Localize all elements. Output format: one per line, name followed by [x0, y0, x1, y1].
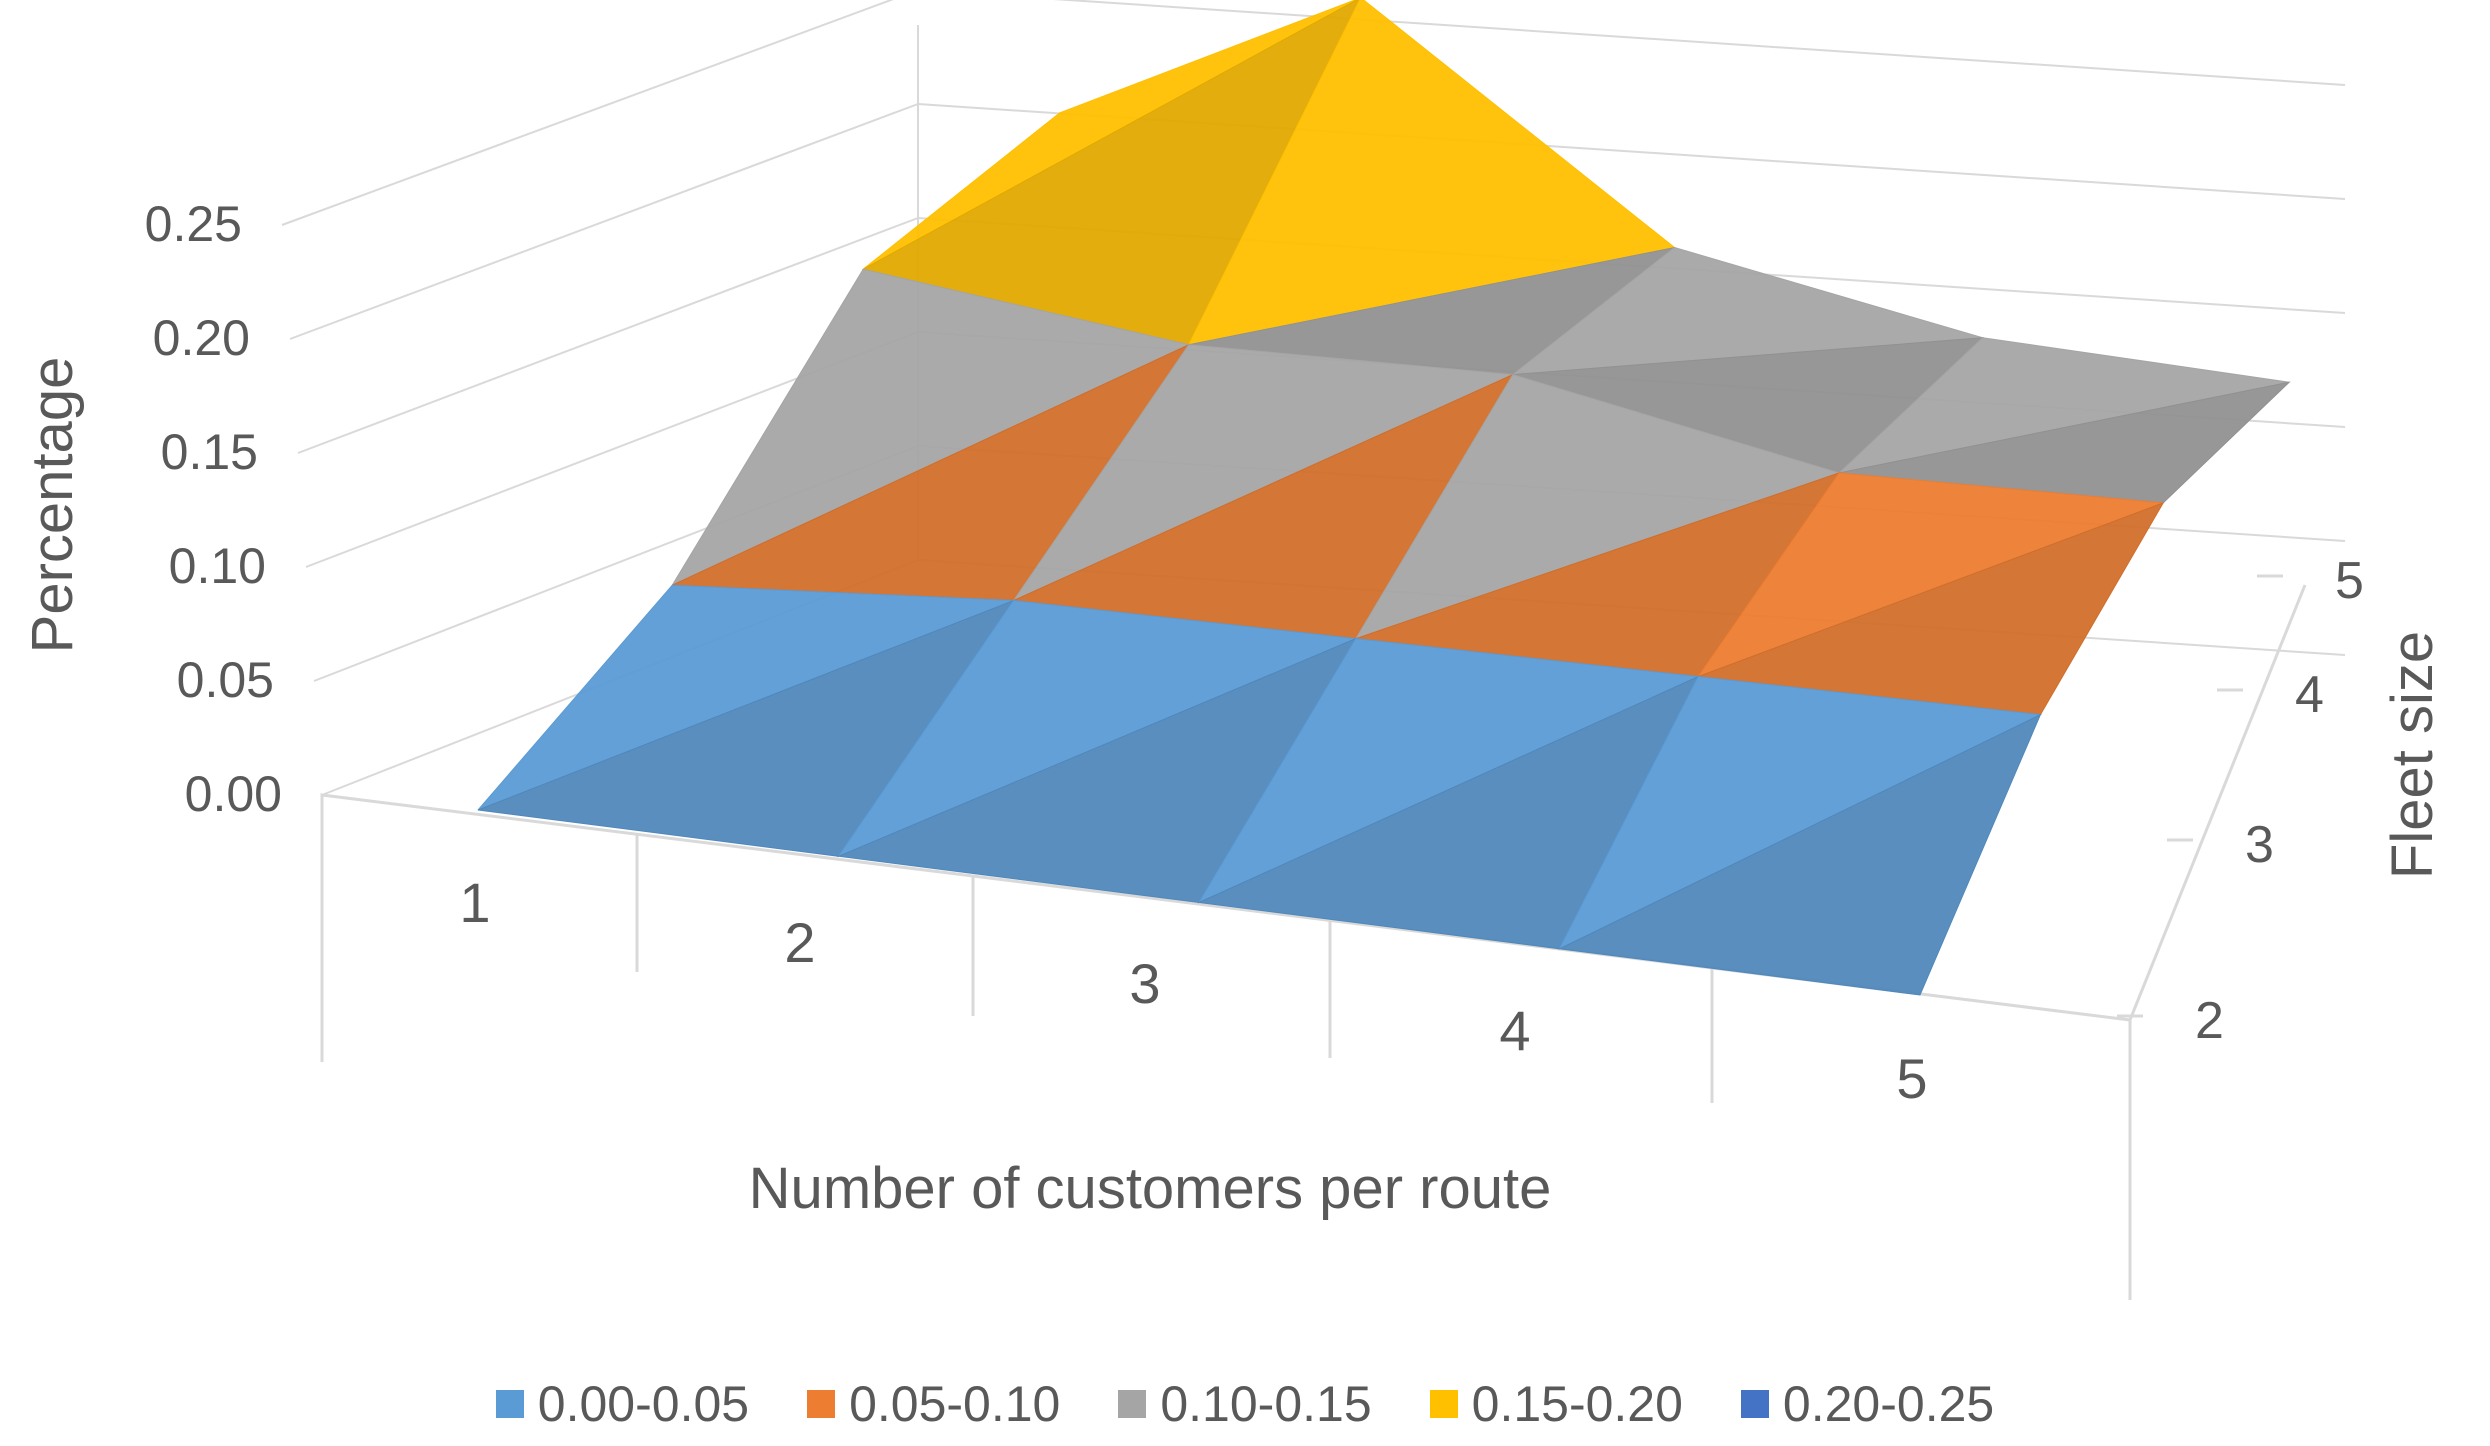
- z-tick-label: 0.10: [169, 538, 266, 594]
- z-tick-label: 0.15: [161, 424, 258, 480]
- x-tick-label: 4: [1499, 999, 1530, 1062]
- y-tick-label: 5: [2335, 552, 2364, 610]
- legend-item: 0.15-0.20: [1429, 1375, 1683, 1433]
- z-tick-label: 0.25: [145, 196, 242, 252]
- z-tick-label: 0.20: [153, 310, 250, 366]
- y-tick-label: 4: [2295, 666, 2324, 724]
- z-gridline-back: [1053, 0, 2346, 86]
- legend-swatch: [1740, 1390, 1769, 1418]
- legend-label: 0.20-0.25: [1782, 1376, 1995, 1432]
- legend-label: 0.10-0.15: [1160, 1376, 1372, 1432]
- x-tick-label: 3: [1129, 952, 1160, 1015]
- legend-item: 0.20-0.25: [1740, 1375, 1995, 1433]
- z-tick-label: 0.05: [177, 652, 274, 708]
- surface-facet: [1557, 713, 2042, 996]
- x-tick-label: 5: [1896, 1047, 1927, 1110]
- x-tick-label: 1: [459, 871, 490, 934]
- y-axis-title: Fleet size: [2380, 631, 2445, 879]
- axes: [320, 574, 2307, 1300]
- z-axis-title: Percentage: [20, 357, 85, 654]
- legend-label: 0.15-0.20: [1471, 1376, 1683, 1432]
- legend-label: 0.00-0.05: [537, 1376, 750, 1432]
- z-gridline-left: [297, 217, 919, 454]
- x-axis-title: Number of customers per route: [749, 1156, 1552, 1221]
- y-tick-label: 2: [2195, 992, 2224, 1050]
- z-gridline-left: [289, 103, 919, 340]
- legend-swatch: [1429, 1390, 1458, 1418]
- z-gridline-left: [281, 0, 894, 226]
- legend-item: 0.10-0.15: [1118, 1375, 1372, 1433]
- legend-item: 0.05-0.10: [807, 1375, 1060, 1433]
- y-tick-label: 3: [2245, 816, 2274, 874]
- z-tick-label: 0.00: [185, 766, 282, 822]
- legend-label: 0.05-0.10: [849, 1376, 1061, 1432]
- x-tick-label: 2: [784, 911, 815, 974]
- legend-swatch: [495, 1390, 524, 1418]
- legend-item: 0.00-0.05: [495, 1375, 750, 1433]
- legend-swatch: [807, 1390, 836, 1418]
- y-axis-line: [2128, 584, 2307, 1021]
- legend: 0.00-0.05 0.05-0.10 0.10-0.15 0.15-0.20 0.20…: [0, 1372, 2490, 1436]
- surface: [477, 0, 2291, 996]
- legend-swatch: [1118, 1390, 1147, 1418]
